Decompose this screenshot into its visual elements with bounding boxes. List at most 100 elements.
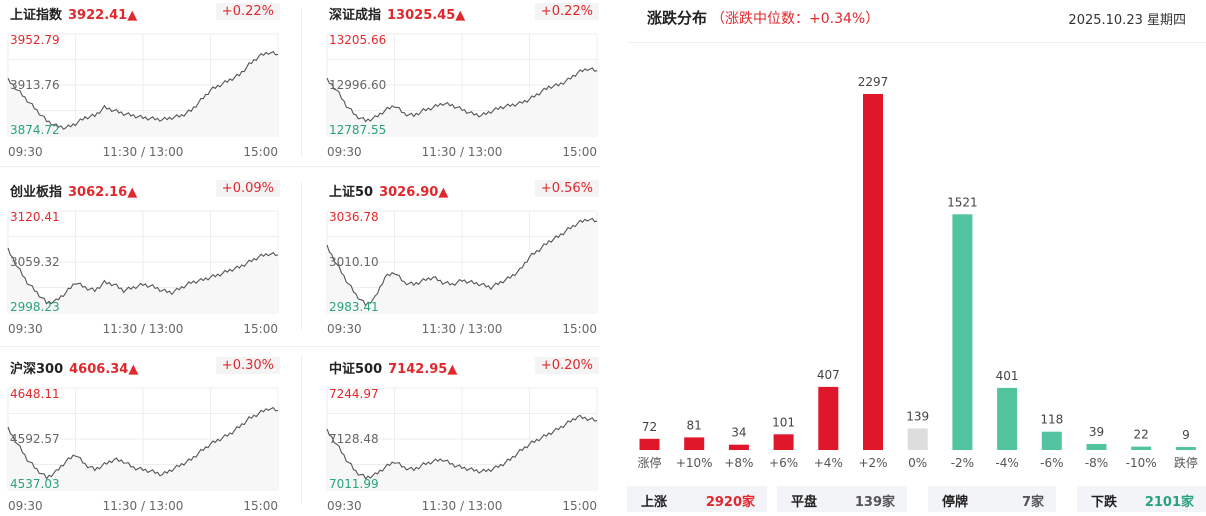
y-high-label: 3120.41: [10, 210, 60, 224]
column-divider: [301, 356, 302, 504]
y-high-label: 13205.66: [329, 33, 386, 47]
index-change-badge: +0.56%: [534, 180, 599, 197]
distribution-bar[interactable]: [773, 434, 794, 450]
index-card[interactable]: 上证指数 3922.41▲ +0.22% 3952.79 3913.76 3874.72 0…: [0, 0, 290, 162]
column-divider: [301, 8, 302, 156]
index-change-badge: +0.22%: [534, 3, 599, 20]
bar-value-label: 22: [1134, 428, 1149, 442]
y-mid-label: 3010.10: [329, 255, 379, 269]
y-low-label: 2998.23: [10, 300, 60, 314]
bar-category-label: 涨停: [637, 455, 661, 470]
index-card[interactable]: 沪深300 4606.34▲ +0.30% 4648.11 4592.57 4537.03…: [0, 354, 290, 516]
time-start-label: 09:30: [327, 499, 362, 513]
y-high-label: 4648.11: [10, 387, 60, 401]
column-divider: [301, 182, 302, 330]
time-end-label: 15:00: [243, 145, 278, 159]
y-low-label: 7011.99: [329, 477, 379, 491]
summary-item: 下跌 2101家: [1077, 486, 1206, 512]
index-card[interactable]: 深证成指 13025.45▲ +0.22% 13205.66 12996.60 12787…: [319, 0, 609, 162]
up-arrow-icon: ▲: [127, 185, 138, 200]
index-price: 7142.95▲: [388, 362, 457, 377]
row-divider: [0, 346, 600, 347]
sparkline-line: [326, 67, 598, 123]
index-name-text: 沪深300: [10, 362, 64, 377]
bar-category-label: +10%: [676, 456, 713, 470]
y-mid-label: 3913.76: [10, 78, 60, 92]
bar-value-label: 118: [1040, 413, 1063, 427]
up-arrow-icon: ▲: [127, 8, 138, 23]
distribution-bar[interactable]: [728, 444, 749, 450]
sparkline-area: [8, 407, 278, 490]
distribution-bar[interactable]: [1041, 431, 1062, 450]
index-card[interactable]: 中证500 7142.95▲ +0.20% 7244.97 7128.48 7011.99…: [319, 354, 609, 516]
time-mid-label: 11:30 / 13:00: [422, 499, 503, 513]
index-sparkline: 3120.41 3059.32 2998.23 09:30 11:30 / 13:00 1…: [7, 210, 279, 336]
summary-item: 上涨 2920家: [627, 486, 767, 512]
summary-item: 平盘 139家: [777, 486, 907, 512]
y-high-label: 3036.78: [329, 210, 379, 224]
time-mid-label: 11:30 / 13:00: [103, 499, 184, 513]
up-arrow-icon: ▲: [128, 362, 139, 377]
bar-category-label: 0%: [908, 456, 927, 470]
summary-value: 7家: [1021, 495, 1044, 510]
index-name-text: 上证50: [329, 185, 374, 200]
bar-category-label: +8%: [724, 456, 753, 470]
bar-category-label: -8%: [1085, 456, 1108, 470]
index-name: 创业板指 3062.16▲: [10, 181, 137, 200]
bar-category-label: 跌停: [1174, 455, 1198, 470]
sparkline-area: [327, 218, 597, 313]
y-mid-label: 4592.57: [10, 432, 60, 446]
index-header: 深证成指 13025.45▲ +0.22%: [319, 0, 609, 24]
index-price-value: 3062.16: [68, 185, 128, 200]
bar-category-label: -6%: [1040, 456, 1063, 470]
index-sparkline: 13205.66 12996.60 12787.55 09:30 11:30 / 13:…: [326, 33, 598, 159]
distribution-bar[interactable]: [1175, 447, 1196, 450]
index-name: 深证成指 13025.45▲: [329, 4, 465, 23]
bar-category-label: -10%: [1126, 456, 1157, 470]
header-divider: [627, 42, 1206, 43]
bar-value-label: 1521: [947, 195, 978, 209]
up-arrow-icon: ▲: [447, 362, 458, 377]
index-name-text: 中证500: [329, 362, 383, 377]
y-high-label: 7244.97: [329, 387, 379, 401]
time-mid-label: 11:30 / 13:00: [103, 322, 184, 336]
distribution-title: 涨跌分布 （涨跌中位数：+0.34%）: [647, 7, 879, 28]
index-sparkline: 4648.11 4592.57 4537.03 09:30 11:30 / 13:00 1…: [7, 387, 279, 513]
index-sparkline: 3036.78 3010.10 2983.41 09:30 11:30 / 13:00 1…: [326, 210, 598, 336]
time-mid-label: 11:30 / 13:00: [422, 322, 503, 336]
bar-value-label: 101: [772, 415, 795, 429]
distribution-bar[interactable]: [863, 94, 883, 450]
distribution-bar[interactable]: [997, 387, 1018, 450]
distribution-bar[interactable]: [907, 428, 928, 451]
distribution-bar[interactable]: [684, 437, 705, 450]
index-price: 4606.34▲: [69, 362, 138, 377]
index-name: 上证指数 3922.41▲: [10, 4, 137, 23]
up-arrow-icon: ▲: [455, 8, 466, 23]
summary-label: 上涨: [641, 495, 668, 510]
up-arrow-icon: ▲: [438, 185, 449, 200]
index-price-value: 4606.34: [69, 362, 129, 377]
distribution-bar[interactable]: [818, 386, 839, 450]
bar-category-label: -4%: [995, 456, 1018, 470]
distribution-bar[interactable]: [1131, 446, 1152, 450]
median-change: （涨跌中位数：+0.34%）: [711, 11, 880, 27]
bar-category-label: -2%: [951, 456, 974, 470]
index-header: 创业板指 3062.16▲ +0.09%: [0, 177, 290, 201]
bar-value-label: 9: [1182, 428, 1190, 442]
index-card[interactable]: 上证50 3026.90▲ +0.56% 3036.78 3010.10 2983.41 0…: [319, 177, 609, 339]
time-mid-label: 11:30 / 13:00: [422, 145, 503, 159]
index-price: 3062.16▲: [68, 185, 137, 200]
index-card[interactable]: 创业板指 3062.16▲ +0.09% 3120.41 3059.32 2998.23 0…: [0, 177, 290, 339]
y-low-label: 3874.72: [10, 123, 60, 137]
trade-date: 2025.10.23 星期四: [1068, 13, 1186, 28]
index-sparkline: 7244.97 7128.48 7011.99 09:30 11:30 / 13:00 1…: [326, 387, 598, 513]
sparkline-line: [7, 50, 279, 130]
distribution-bar[interactable]: [1086, 444, 1107, 450]
index-name: 沪深300 4606.34▲: [10, 358, 138, 377]
distribution-bar[interactable]: [952, 214, 973, 450]
time-end-label: 15:00: [562, 499, 597, 513]
distribution-bar[interactable]: [639, 438, 660, 450]
bar-value-label: 34: [731, 426, 746, 440]
bar-value-label: 401: [996, 369, 1019, 383]
index-price-value: 7142.95: [388, 362, 448, 377]
